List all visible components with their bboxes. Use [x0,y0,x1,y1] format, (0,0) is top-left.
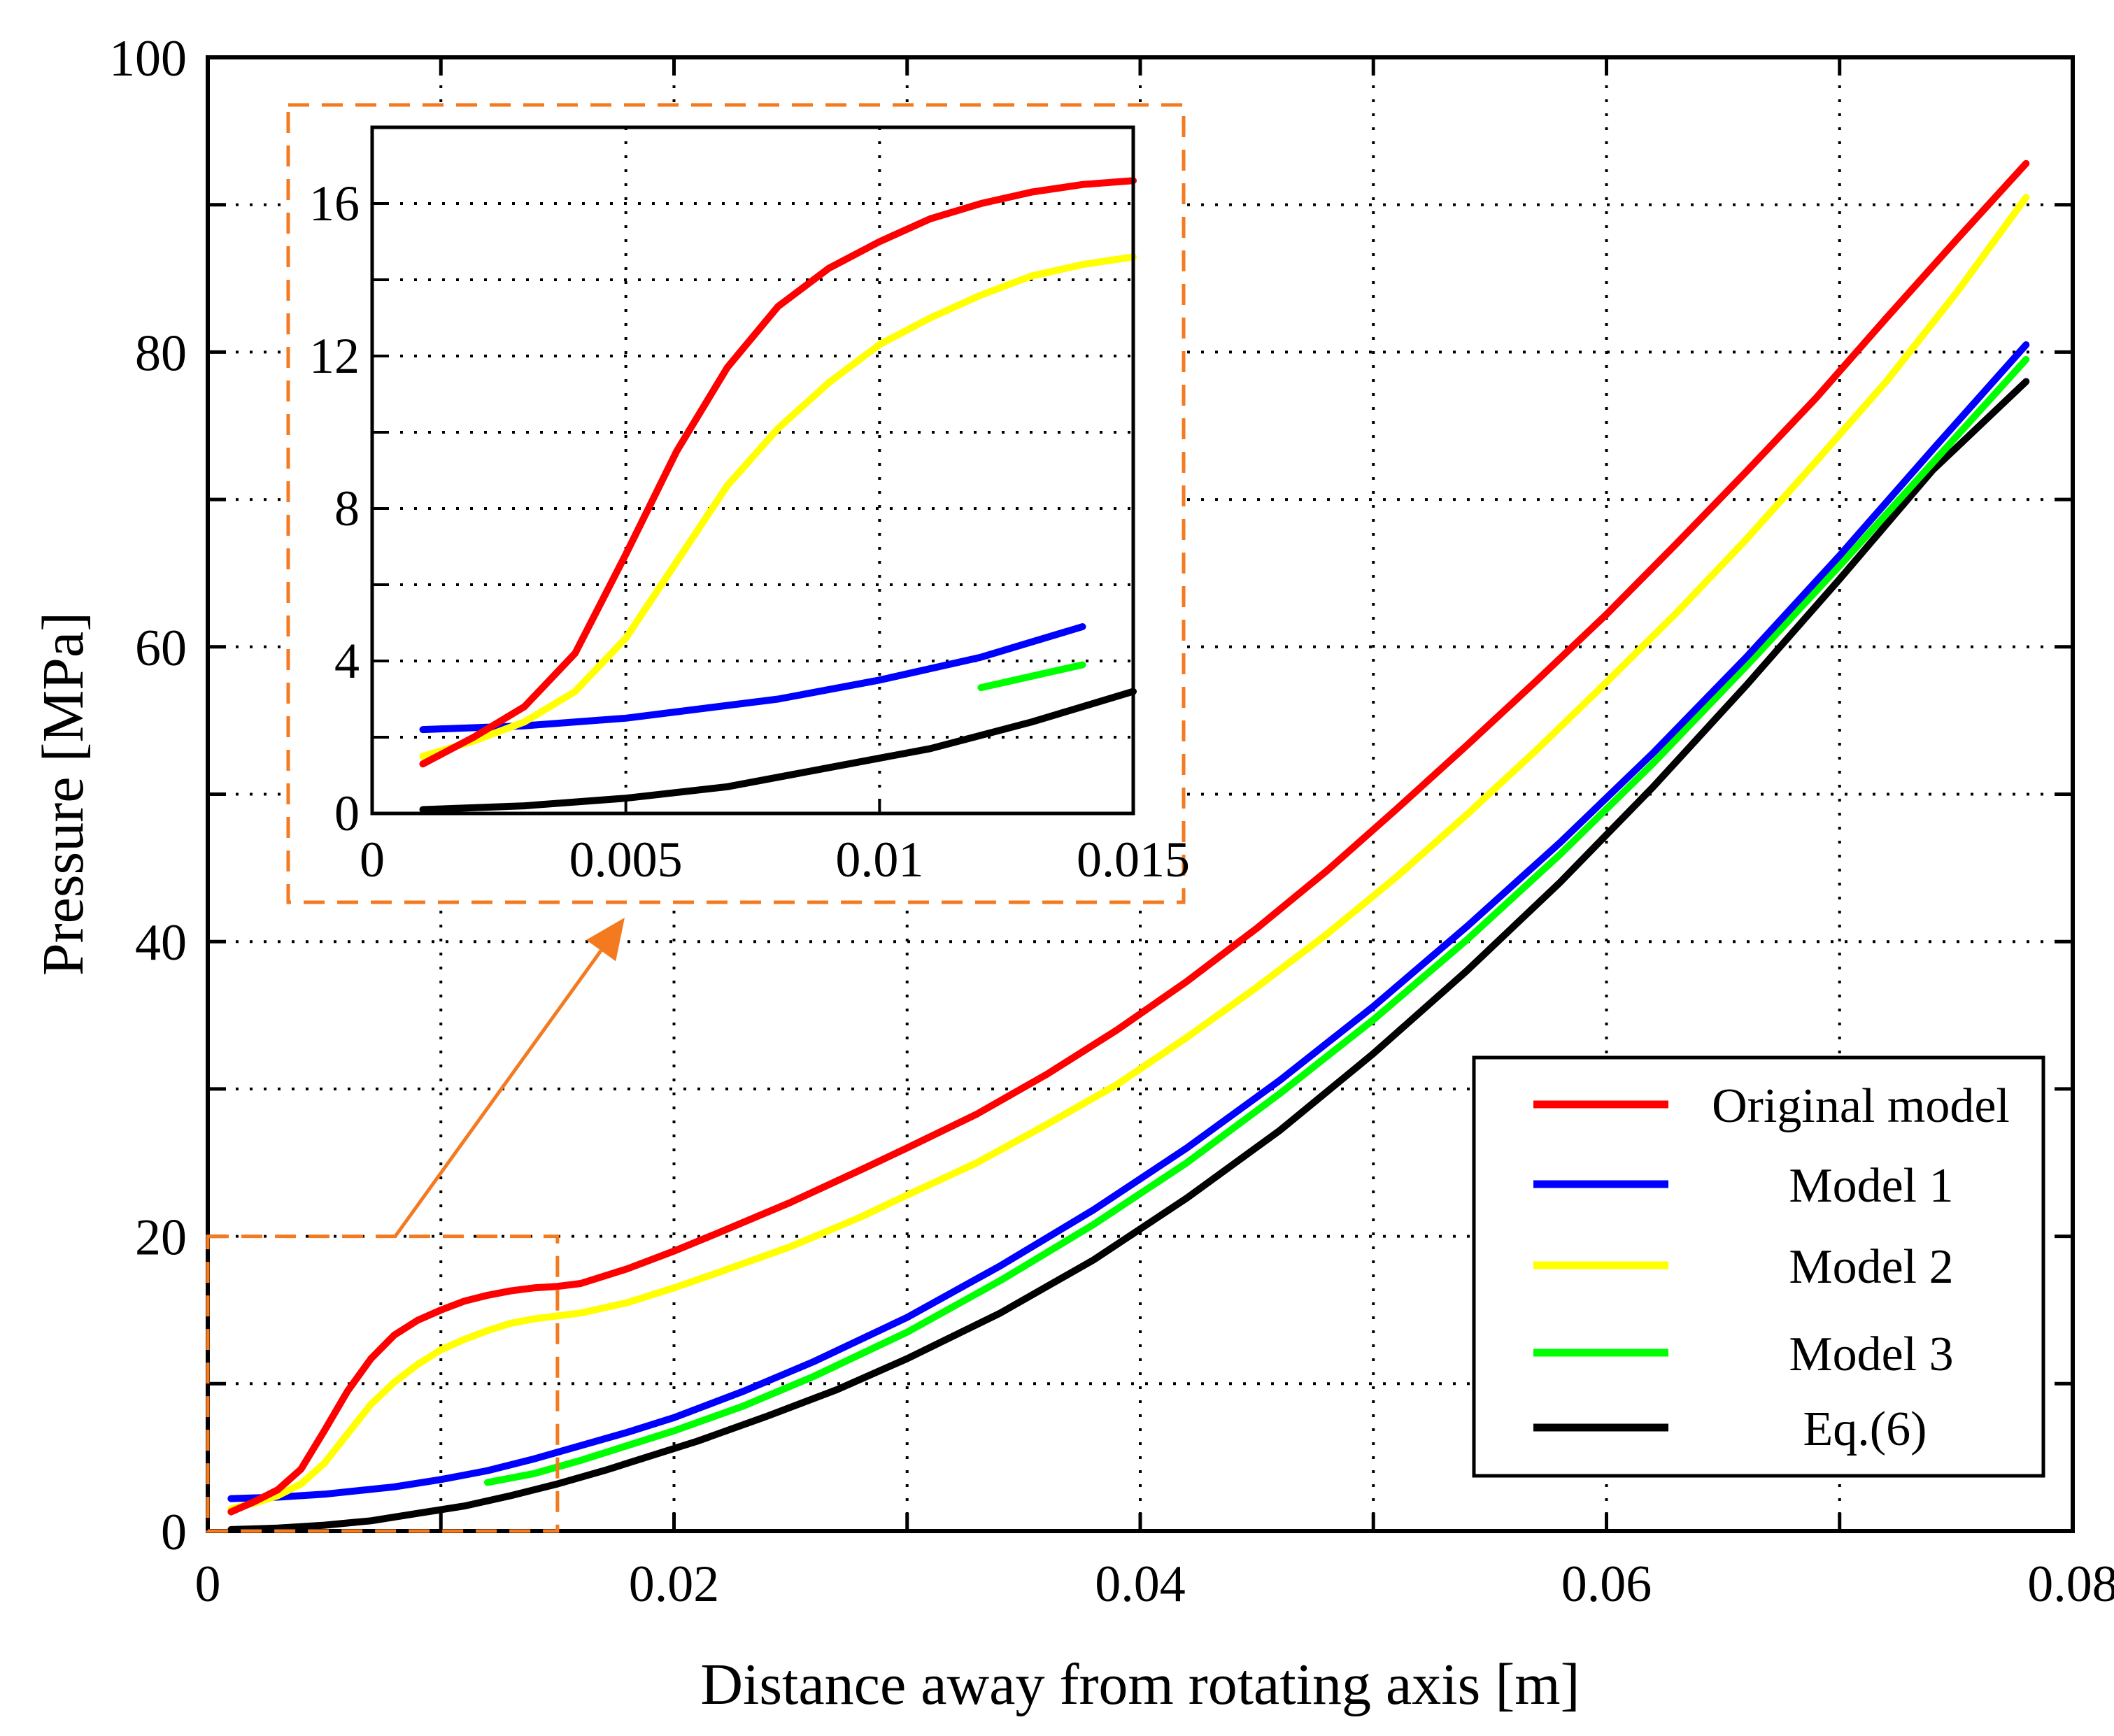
series-line [227,341,2030,1502]
legend-label: Original model [1712,1079,2010,1133]
y-tick-label: 60 [135,620,187,677]
zoom-arrow-line [393,949,603,1238]
inset-x-tick-labels: 0 0.005 0.01 0.015 [360,832,1190,888]
legend-entry-model-1: Model 1 [1533,1159,1954,1213]
series-line [227,159,2030,1516]
legend-entry-model-3: Model 3 [1533,1328,1954,1381]
inset-y-tick-label: 0 [334,785,360,841]
inset-series-line [419,688,1137,813]
x-tick-label: 0.02 [629,1556,720,1613]
inset-plot-frame [370,125,1135,816]
legend: Original model Model 1 Model 2 Model 3 E… [1472,1055,2045,1478]
legend-label: Model 2 [1789,1240,1953,1294]
legend-entry-original-model: Original model [1533,1079,2010,1133]
series-line [227,378,2030,1533]
inset-ticks [371,202,1135,815]
legend-label: Eq.(6) [1803,1402,1927,1456]
inset-series-line [977,661,1086,692]
zoom-arrow-head [586,918,625,962]
y-tick-labels: 0 20 40 60 80 100 [109,30,187,1561]
inset-x-tick-label: 0.015 [1077,832,1190,888]
y-tick-label: 80 [135,325,187,382]
zoom-region-box [206,1235,560,1533]
main-ticks [206,55,2075,1533]
x-axis-title: Distance away from rotating axis [m] [700,1652,1580,1717]
x-tick-label: 0.06 [1561,1556,1652,1613]
y-axis-title: Pressure [MPa] [31,612,96,976]
y-tick-label: 40 [135,914,187,972]
inset-x-tick-label: 0.01 [835,832,923,888]
x-tick-label: 0.08 [2027,1556,2114,1613]
inset-y-tick-label: 12 [309,328,360,384]
inset-series-line [419,623,1086,734]
legend-entry-eq6: Eq.(6) [1533,1402,1927,1456]
inset-x-tick-label: 0.005 [569,832,683,888]
inset-series-line [419,253,1137,760]
inset-frame [286,103,1186,904]
y-tick-label: 0 [161,1504,187,1561]
series-line [483,355,2030,1486]
inset-y-tick-label: 4 [334,633,360,689]
series-line [227,194,2030,1513]
inset-series [419,177,1137,813]
y-tick-label: 100 [109,30,187,87]
legend-label: Model 3 [1789,1328,1953,1381]
y-tick-label: 20 [135,1209,187,1267]
x-tick-label: 0 [195,1556,221,1613]
x-tick-label: 0.04 [1095,1556,1186,1613]
legend-entry-model-2: Model 2 [1533,1240,1954,1294]
x-tick-labels: 0 0.02 0.04 0.06 0.08 [195,1556,2114,1613]
main-series [227,159,2030,1533]
inset-y-tick-label: 16 [309,176,360,232]
inset-series-line [419,177,1137,768]
inset-x-tick-label: 0 [360,832,385,888]
legend-label: Model 1 [1789,1159,1953,1213]
inset-y-tick-label: 8 [334,481,360,536]
inset-y-tick-labels: 0 4 8 12 16 [309,176,360,841]
